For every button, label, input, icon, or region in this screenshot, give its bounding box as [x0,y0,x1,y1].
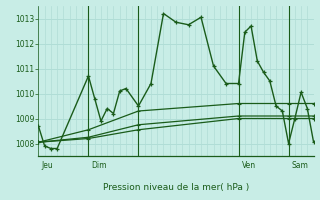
Text: Sam: Sam [292,160,308,170]
Text: Jeu: Jeu [42,160,53,170]
Text: Dim: Dim [92,160,107,170]
Text: Pression niveau de la mer( hPa ): Pression niveau de la mer( hPa ) [103,183,249,192]
Text: Ven: Ven [242,160,256,170]
